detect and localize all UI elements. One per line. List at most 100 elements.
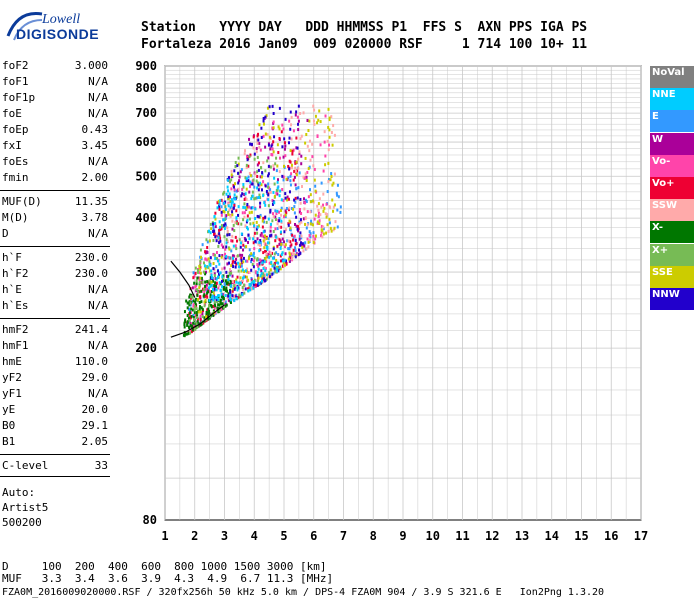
data-point bbox=[247, 271, 250, 275]
data-point bbox=[222, 286, 225, 290]
data-point bbox=[298, 150, 301, 154]
data-point bbox=[239, 245, 242, 249]
data-point bbox=[251, 206, 254, 210]
data-point bbox=[280, 242, 283, 246]
data-point bbox=[322, 227, 325, 231]
data-point bbox=[327, 180, 330, 184]
data-point bbox=[190, 330, 193, 334]
data-point bbox=[188, 295, 191, 299]
data-point bbox=[222, 295, 225, 299]
data-point bbox=[225, 241, 228, 245]
data-point bbox=[256, 155, 259, 159]
param-value: 230.0 bbox=[74, 251, 108, 264]
data-point bbox=[279, 156, 282, 160]
data-point bbox=[183, 310, 186, 314]
data-point bbox=[241, 286, 244, 290]
data-point bbox=[242, 248, 245, 252]
param-value: 3.000 bbox=[74, 59, 108, 72]
data-point bbox=[244, 269, 247, 273]
data-point bbox=[258, 282, 261, 286]
data-point bbox=[278, 217, 281, 221]
data-point bbox=[306, 144, 309, 148]
data-point bbox=[190, 324, 193, 328]
data-point bbox=[208, 260, 211, 264]
data-point bbox=[271, 147, 274, 151]
data-point bbox=[235, 216, 238, 220]
data-point bbox=[195, 311, 198, 315]
data-point bbox=[229, 300, 232, 304]
data-point bbox=[192, 276, 195, 280]
param-value: N/A bbox=[88, 227, 108, 240]
data-point bbox=[257, 183, 260, 187]
data-point bbox=[277, 210, 280, 214]
data-point bbox=[238, 175, 241, 179]
data-point bbox=[305, 226, 308, 230]
data-point bbox=[218, 241, 221, 245]
data-point bbox=[294, 238, 297, 242]
data-point bbox=[206, 258, 209, 262]
data-point bbox=[223, 266, 226, 270]
data-point bbox=[313, 217, 316, 221]
data-point bbox=[246, 218, 249, 222]
data-point bbox=[224, 222, 227, 226]
data-point bbox=[308, 238, 311, 242]
data-point bbox=[293, 169, 296, 173]
data-point bbox=[237, 281, 240, 285]
data-point bbox=[276, 244, 279, 248]
data-point bbox=[302, 197, 305, 201]
data-point bbox=[206, 265, 209, 269]
data-point bbox=[312, 231, 315, 235]
data-point bbox=[211, 276, 214, 280]
data-point bbox=[216, 269, 219, 273]
data-point bbox=[227, 189, 230, 193]
data-point bbox=[263, 241, 266, 245]
data-point bbox=[231, 294, 234, 298]
data-point bbox=[339, 205, 342, 209]
data-point bbox=[290, 137, 293, 141]
data-point bbox=[255, 220, 258, 224]
data-point bbox=[252, 241, 255, 245]
data-point bbox=[248, 211, 251, 215]
data-point bbox=[198, 284, 201, 288]
data-point bbox=[280, 219, 283, 223]
data-point bbox=[224, 247, 227, 251]
data-point bbox=[234, 235, 237, 239]
data-point bbox=[212, 289, 215, 293]
data-point bbox=[285, 177, 288, 181]
data-point bbox=[299, 243, 302, 247]
param-value: 20.0 bbox=[81, 403, 109, 416]
data-point bbox=[281, 174, 284, 178]
data-point bbox=[226, 229, 229, 233]
data-point bbox=[252, 259, 255, 263]
data-point bbox=[212, 313, 215, 317]
data-point bbox=[212, 267, 215, 271]
data-point bbox=[312, 104, 315, 108]
data-point bbox=[190, 315, 193, 319]
data-point bbox=[260, 188, 263, 192]
data-point bbox=[319, 120, 322, 124]
data-point bbox=[206, 280, 209, 284]
data-point bbox=[242, 256, 245, 260]
data-point bbox=[304, 156, 307, 160]
data-point bbox=[217, 244, 220, 248]
data-point bbox=[276, 209, 279, 213]
data-point bbox=[233, 287, 236, 291]
data-point bbox=[229, 290, 232, 294]
data-point bbox=[189, 293, 192, 297]
data-point bbox=[322, 169, 325, 173]
data-point bbox=[294, 222, 297, 226]
data-point bbox=[194, 327, 197, 331]
data-point bbox=[277, 253, 280, 257]
data-point bbox=[297, 157, 300, 161]
data-point bbox=[205, 294, 208, 298]
data-point bbox=[207, 307, 210, 311]
data-point bbox=[195, 322, 198, 326]
data-point bbox=[192, 321, 195, 325]
data-point bbox=[218, 281, 221, 285]
data-point bbox=[285, 211, 288, 215]
data-point bbox=[200, 255, 203, 259]
data-point bbox=[257, 161, 260, 165]
header-labels: Station YYYY DAY DDD HHMMSS P1 FFS S AXN… bbox=[141, 20, 588, 35]
data-point bbox=[284, 263, 287, 267]
data-point bbox=[187, 325, 190, 329]
